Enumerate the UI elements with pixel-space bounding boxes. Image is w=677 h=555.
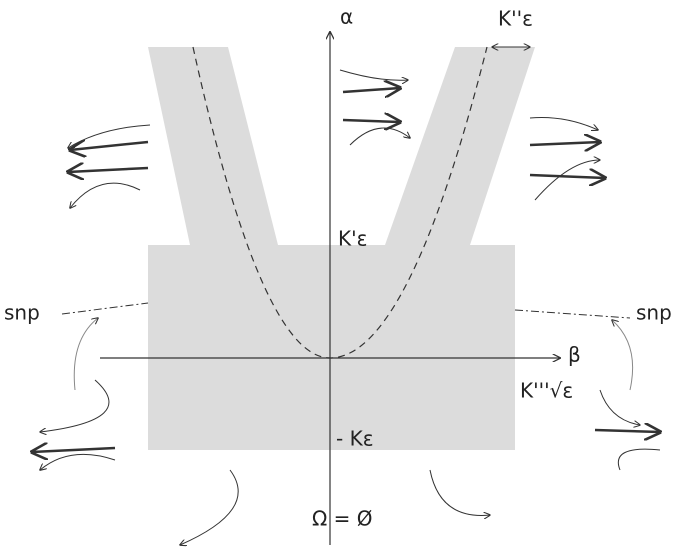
- diagram: α β K''ε K'ε K'''√ε - Kε snp snp Ω = Ø: [0, 0, 677, 555]
- label: snp: [4, 301, 40, 325]
- y-axis-label: α: [340, 5, 353, 29]
- label: K'''√ε: [520, 379, 573, 403]
- label: K'ε: [338, 227, 367, 251]
- label: Ω = Ø: [312, 507, 373, 531]
- x-axis-label: β: [568, 343, 581, 367]
- label: K''ε: [498, 7, 533, 31]
- snp-line: [62, 303, 148, 314]
- snp-line: [515, 310, 630, 318]
- label: - Kε: [336, 427, 374, 451]
- label: snp: [636, 301, 672, 325]
